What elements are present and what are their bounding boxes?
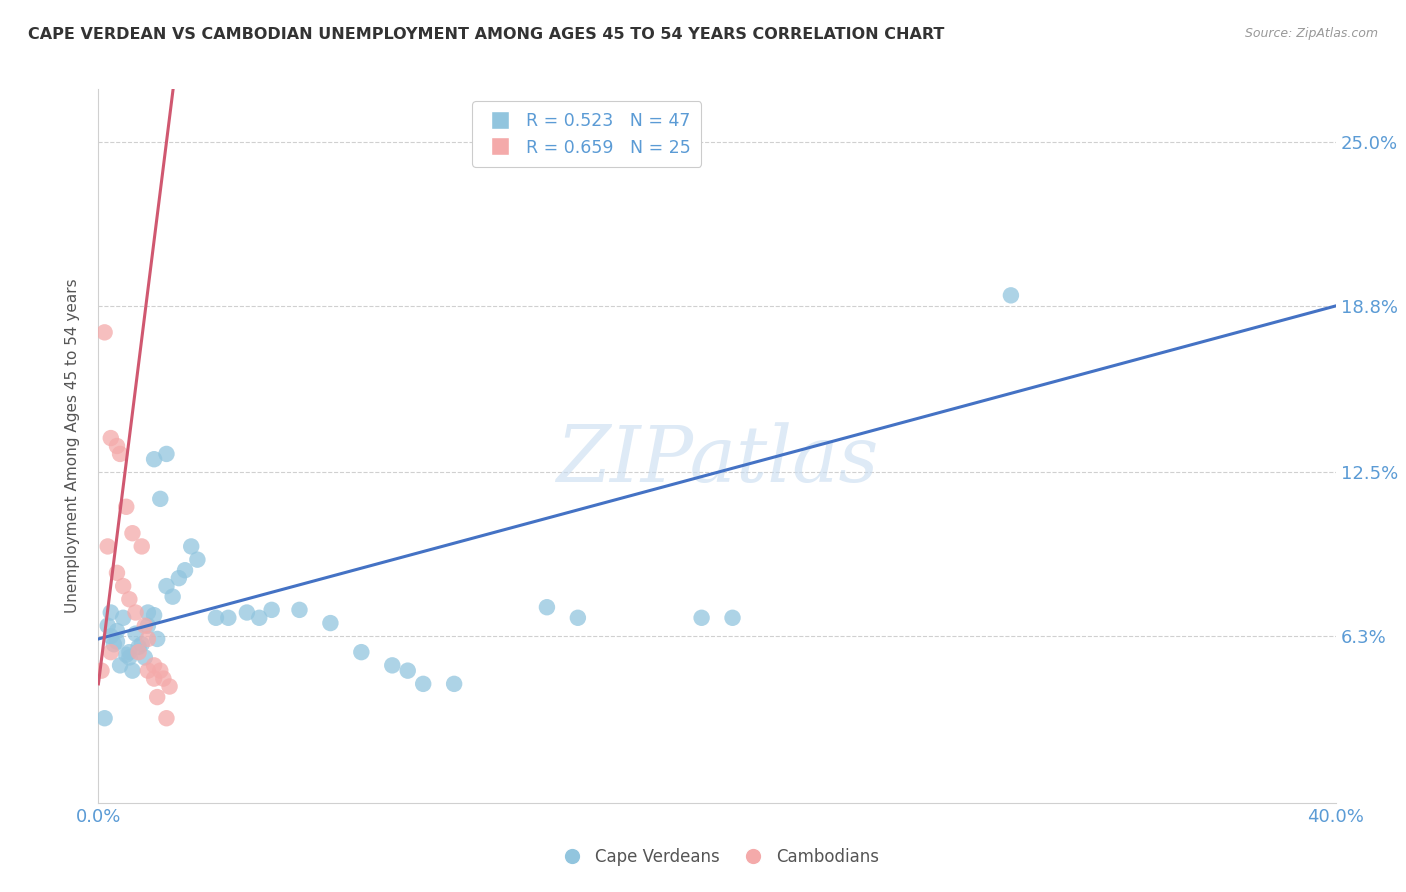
Point <box>131 540 153 554</box>
Point <box>108 447 131 461</box>
Point <box>121 526 143 541</box>
Point <box>288 603 311 617</box>
Point <box>103 637 125 651</box>
Point <box>128 645 150 659</box>
Point <box>136 606 159 620</box>
Point <box>105 566 128 580</box>
Point <box>155 447 177 461</box>
Point <box>180 540 202 554</box>
Point <box>131 637 153 651</box>
Point <box>143 452 166 467</box>
Point <box>136 632 159 646</box>
Text: ZIPatlas: ZIPatlas <box>555 422 879 499</box>
Point <box>152 672 174 686</box>
Legend: Cape Verdeans, Cambodians: Cape Verdeans, Cambodians <box>548 842 886 873</box>
Point <box>159 680 181 694</box>
Text: CAPE VERDEAN VS CAMBODIAN UNEMPLOYMENT AMONG AGES 45 TO 54 YEARS CORRELATION CHA: CAPE VERDEAN VS CAMBODIAN UNEMPLOYMENT A… <box>28 27 945 42</box>
Point <box>121 664 143 678</box>
Point <box>118 645 141 659</box>
Point <box>108 658 131 673</box>
Point <box>155 711 177 725</box>
Point <box>93 326 115 340</box>
Y-axis label: Unemployment Among Ages 45 to 54 years: Unemployment Among Ages 45 to 54 years <box>65 278 80 614</box>
Point <box>146 690 169 704</box>
Point <box>174 563 197 577</box>
Point <box>236 606 259 620</box>
Point <box>167 571 190 585</box>
Point <box>143 672 166 686</box>
Point <box>350 645 373 659</box>
Point <box>567 611 589 625</box>
Point <box>162 590 184 604</box>
Point <box>205 611 228 625</box>
Point <box>260 603 283 617</box>
Point <box>155 579 177 593</box>
Point <box>217 611 239 625</box>
Point <box>247 611 270 625</box>
Point <box>143 658 166 673</box>
Point <box>396 664 419 678</box>
Point <box>100 629 122 643</box>
Point <box>128 640 150 654</box>
Point <box>443 677 465 691</box>
Point <box>93 711 115 725</box>
Point <box>100 606 122 620</box>
Point <box>97 540 120 554</box>
Point <box>105 439 128 453</box>
Point <box>381 658 404 673</box>
Point <box>118 592 141 607</box>
Point <box>721 611 744 625</box>
Point <box>118 650 141 665</box>
Text: Source: ZipAtlas.com: Source: ZipAtlas.com <box>1244 27 1378 40</box>
Point <box>1000 288 1022 302</box>
Point <box>536 600 558 615</box>
Point <box>186 552 208 566</box>
Point <box>100 645 122 659</box>
Point <box>149 491 172 506</box>
Point <box>115 500 138 514</box>
Point <box>97 618 120 632</box>
Point <box>105 624 128 638</box>
Point <box>105 634 128 648</box>
Point <box>146 632 169 646</box>
Point <box>124 626 146 640</box>
Point <box>90 664 112 678</box>
Point <box>143 608 166 623</box>
Point <box>112 611 135 625</box>
Point <box>149 664 172 678</box>
Point <box>136 664 159 678</box>
Point <box>115 648 138 662</box>
Point <box>112 579 135 593</box>
Point <box>319 616 342 631</box>
Point <box>134 618 156 632</box>
Point <box>124 606 146 620</box>
Point <box>100 431 122 445</box>
Point <box>690 611 713 625</box>
Point <box>134 650 156 665</box>
Point <box>136 618 159 632</box>
Point <box>412 677 434 691</box>
